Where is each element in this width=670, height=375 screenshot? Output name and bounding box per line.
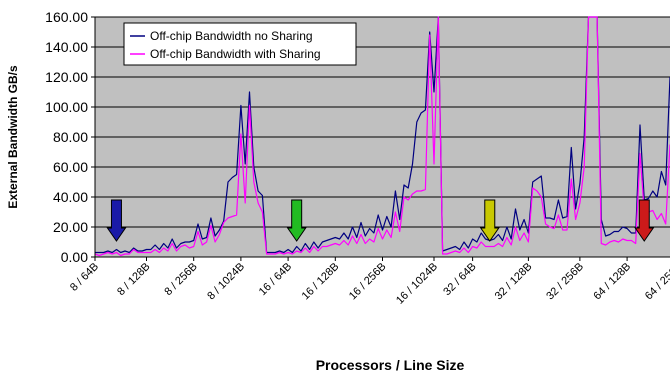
x-tick-label: 16 / 64B	[257, 261, 294, 298]
x-tick-label: 64 / 128B	[591, 261, 633, 303]
y-tick-label: 60.00	[53, 159, 88, 175]
x-tick-label: 8 / 256B	[162, 261, 199, 298]
x-tick-label: 16 / 256B	[347, 261, 389, 303]
series-line-with-sharing	[94, 16, 670, 257]
down-arrow-marker	[634, 199, 655, 242]
x-tick-label: 8 / 64B	[68, 261, 101, 294]
y-tick-label: 20.00	[53, 219, 88, 235]
gridlines	[95, 16, 670, 228]
legend-label-no-sharing: Off-chip Bandwidth no Sharing	[150, 29, 313, 43]
series-line-no-sharing	[95, 16, 670, 254]
x-tick-label: 32 / 256B	[544, 261, 586, 303]
x-tick-label: 8 / 128B	[115, 261, 152, 298]
y-axis-ticks: 0.00 20.00 40.00 60.00 80.00 100.00 120.00 140.…	[45, 9, 95, 265]
x-tick-label: 32 / 128B	[493, 261, 535, 303]
marker-arrows	[106, 199, 655, 242]
y-tick-label: 80.00	[53, 129, 88, 145]
legend-box	[123, 22, 357, 66]
y-tick-label: 160.00	[45, 9, 88, 25]
x-axis-title: Processors / Line Size	[316, 357, 465, 373]
x-tick-label: 16 / 128B	[300, 261, 342, 303]
down-arrow-marker	[106, 199, 127, 242]
y-tick-label: 40.00	[53, 189, 88, 205]
x-tick-label: 32 / 64B	[441, 261, 478, 298]
down-arrow-marker	[286, 199, 307, 242]
y-tick-label: 0.00	[61, 249, 88, 265]
y-tick-label: 120.00	[45, 69, 88, 85]
y-tick-label: 100.00	[45, 99, 88, 115]
y-tick-label: 140.00	[45, 39, 88, 55]
legend: Off-chip Bandwidth no Sharing Off-chip B…	[123, 22, 357, 66]
x-tick-label: 16 / 1024B	[394, 261, 440, 307]
series-lines	[94, 16, 670, 257]
x-tick-label: 8 / 1024B	[205, 261, 247, 303]
x-tick-label: 64 / 256B	[643, 261, 670, 303]
y-axis-title: External Bandwidth GB/s	[6, 65, 20, 209]
legend-label-with-sharing: Off-chip Bandwidth with Sharing	[150, 47, 321, 61]
down-arrow-marker	[479, 199, 500, 242]
x-axis-ticks: 8 / 64B 8 / 128B 8 / 256B 8 / 1024B 16 / 64B…	[68, 257, 670, 307]
